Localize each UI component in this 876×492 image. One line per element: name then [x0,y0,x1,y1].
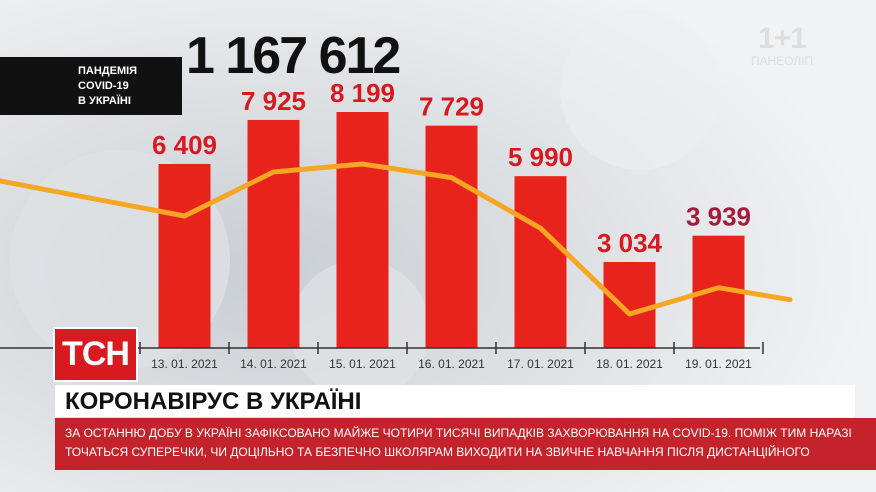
bar-value-label: 3 034 [597,228,663,258]
watermark-subtitle: ПАНЕОЛІП [750,54,814,68]
bar [247,119,300,349]
x-tick-label: 18. 01. 2021 [596,357,663,371]
headline-text: КОРОНАВІРУС В УКРАЇНІ [65,388,362,415]
topic-label: ПАНДЕМІЯ COVID-19 В УКРАЇНІ [0,57,182,115]
bar-value-label: 8 199 [330,78,395,108]
news-ticker: ЗА ОСТАННЮ ДОБУ В УКРАЇНІ ЗАФІКСОВАНО МА… [55,418,876,470]
topic-label-line: ПАНДЕМІЯ [78,65,138,77]
topic-label-line: В УКРАЇНІ [78,95,131,107]
trend-line [0,161,793,317]
x-tick-label: 13. 01. 2021 [151,357,218,371]
total-cases: 1 167 612 [186,27,401,85]
bar [603,262,656,348]
headline-bar: КОРОНАВІРУС В УКРАЇНІ [55,385,855,417]
bar-value-label: 7 729 [419,92,484,122]
watermark-brand: 1+1 [758,22,807,55]
bar [514,176,567,348]
bar [336,112,389,348]
x-tick-label: 15. 01. 2021 [329,357,396,371]
bar [158,163,211,348]
logo-text: ТСН [62,335,130,373]
tsn-logo: ТСН [53,327,138,382]
topic-label-line: COVID-19 [78,80,129,92]
bar-value-label: 3 939 [686,202,751,232]
x-tick-label: 19. 01. 2021 [685,357,752,371]
channel-watermark: 1+1 ПАНЕОЛІП [740,22,824,69]
bar-value-label: 5 990 [508,142,573,172]
x-tick-label: 16. 01. 2021 [418,357,485,371]
bar [425,125,478,348]
bar-value-label: 7 925 [241,86,306,116]
ticker-text: ЗА ОСТАННЮ ДОБУ В УКРАЇНІ ЗАФІКСОВАНО МА… [65,426,852,459]
bar-value-label: 6 409 [152,130,217,160]
x-tick-label: 14. 01. 2021 [240,357,307,371]
x-tick-label: 17. 01. 2021 [507,357,574,371]
